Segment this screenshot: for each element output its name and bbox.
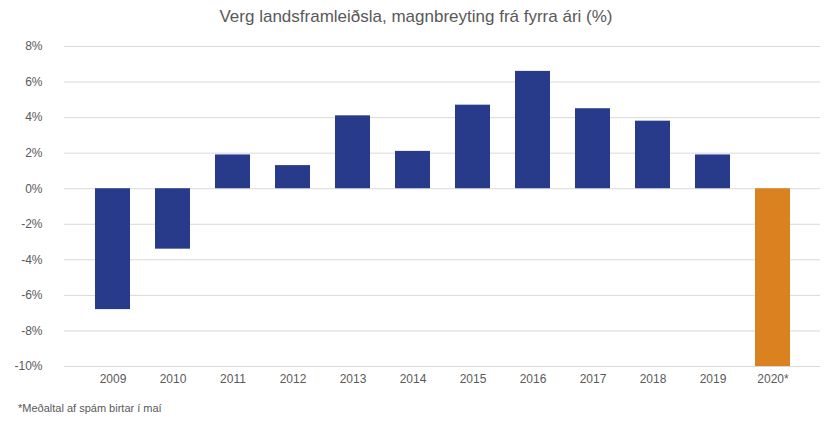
svg-text:2015: 2015 [460,372,487,386]
svg-text:0%: 0% [25,182,43,196]
svg-text:2014: 2014 [400,372,427,386]
svg-text:2018: 2018 [640,372,667,386]
svg-text:-4%: -4% [21,253,43,267]
svg-text:-6%: -6% [21,288,43,302]
svg-text:2009: 2009 [100,372,127,386]
svg-text:-8%: -8% [21,324,43,338]
svg-text:4%: 4% [25,110,43,124]
svg-text:2020*: 2020* [757,372,789,386]
svg-text:2017: 2017 [580,372,607,386]
svg-text:2010: 2010 [160,372,187,386]
svg-text:-2%: -2% [21,217,43,231]
svg-text:6%: 6% [25,75,43,89]
svg-text:-10%: -10% [14,359,42,373]
svg-text:2012: 2012 [280,372,307,386]
svg-text:2013: 2013 [340,372,367,386]
html-text:Verg landsframleiðsla, magnbre: Verg landsframleiðsla, magnbreyting frá … [219,7,613,26]
html-text:*Meðaltal af spám birtar í maí: *Meðaltal af spám birtar í maí [18,402,162,414]
svg-text:2011: 2011 [220,372,246,386]
svg-text:8%: 8% [25,39,43,53]
svg-text:2019: 2019 [700,372,727,386]
svg-text:2%: 2% [25,146,43,160]
svg-text:2016: 2016 [520,372,547,386]
